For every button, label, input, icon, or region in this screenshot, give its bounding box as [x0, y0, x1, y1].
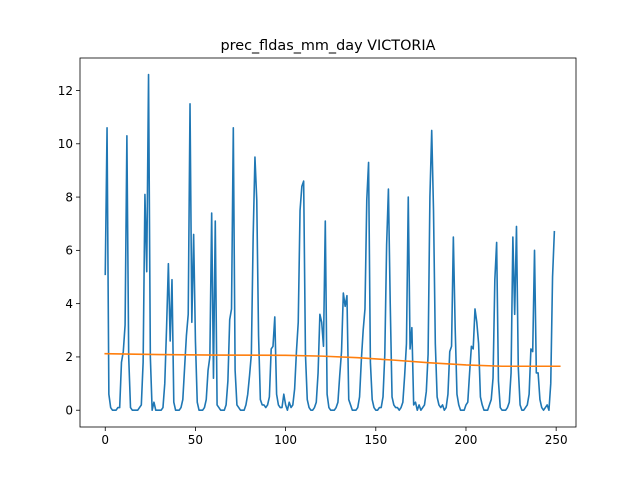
x-tick-label: 200 [455, 433, 478, 447]
plot-area [104, 73, 561, 412]
chart-title: prec_fldas_mm_day VICTORIA [220, 38, 435, 54]
series-line-1 [104, 73, 556, 412]
axes-frame [79, 57, 577, 428]
y-tick-label: 2 [65, 350, 73, 364]
x-tick-label: 250 [545, 433, 568, 447]
y-tick-label: 0 [65, 404, 73, 418]
x-tick-label: 50 [188, 433, 203, 447]
y-tick-label: 4 [65, 297, 73, 311]
series-line-2 [104, 352, 561, 368]
y-tick-label: 8 [65, 190, 73, 204]
y-tick-label: 12 [58, 84, 73, 98]
y-tick-label: 6 [65, 244, 73, 258]
x-tick-label: 100 [274, 433, 297, 447]
y-tick-label: 10 [58, 137, 73, 151]
x-tick-label: 150 [364, 433, 387, 447]
x-tick-label: 0 [101, 433, 109, 447]
